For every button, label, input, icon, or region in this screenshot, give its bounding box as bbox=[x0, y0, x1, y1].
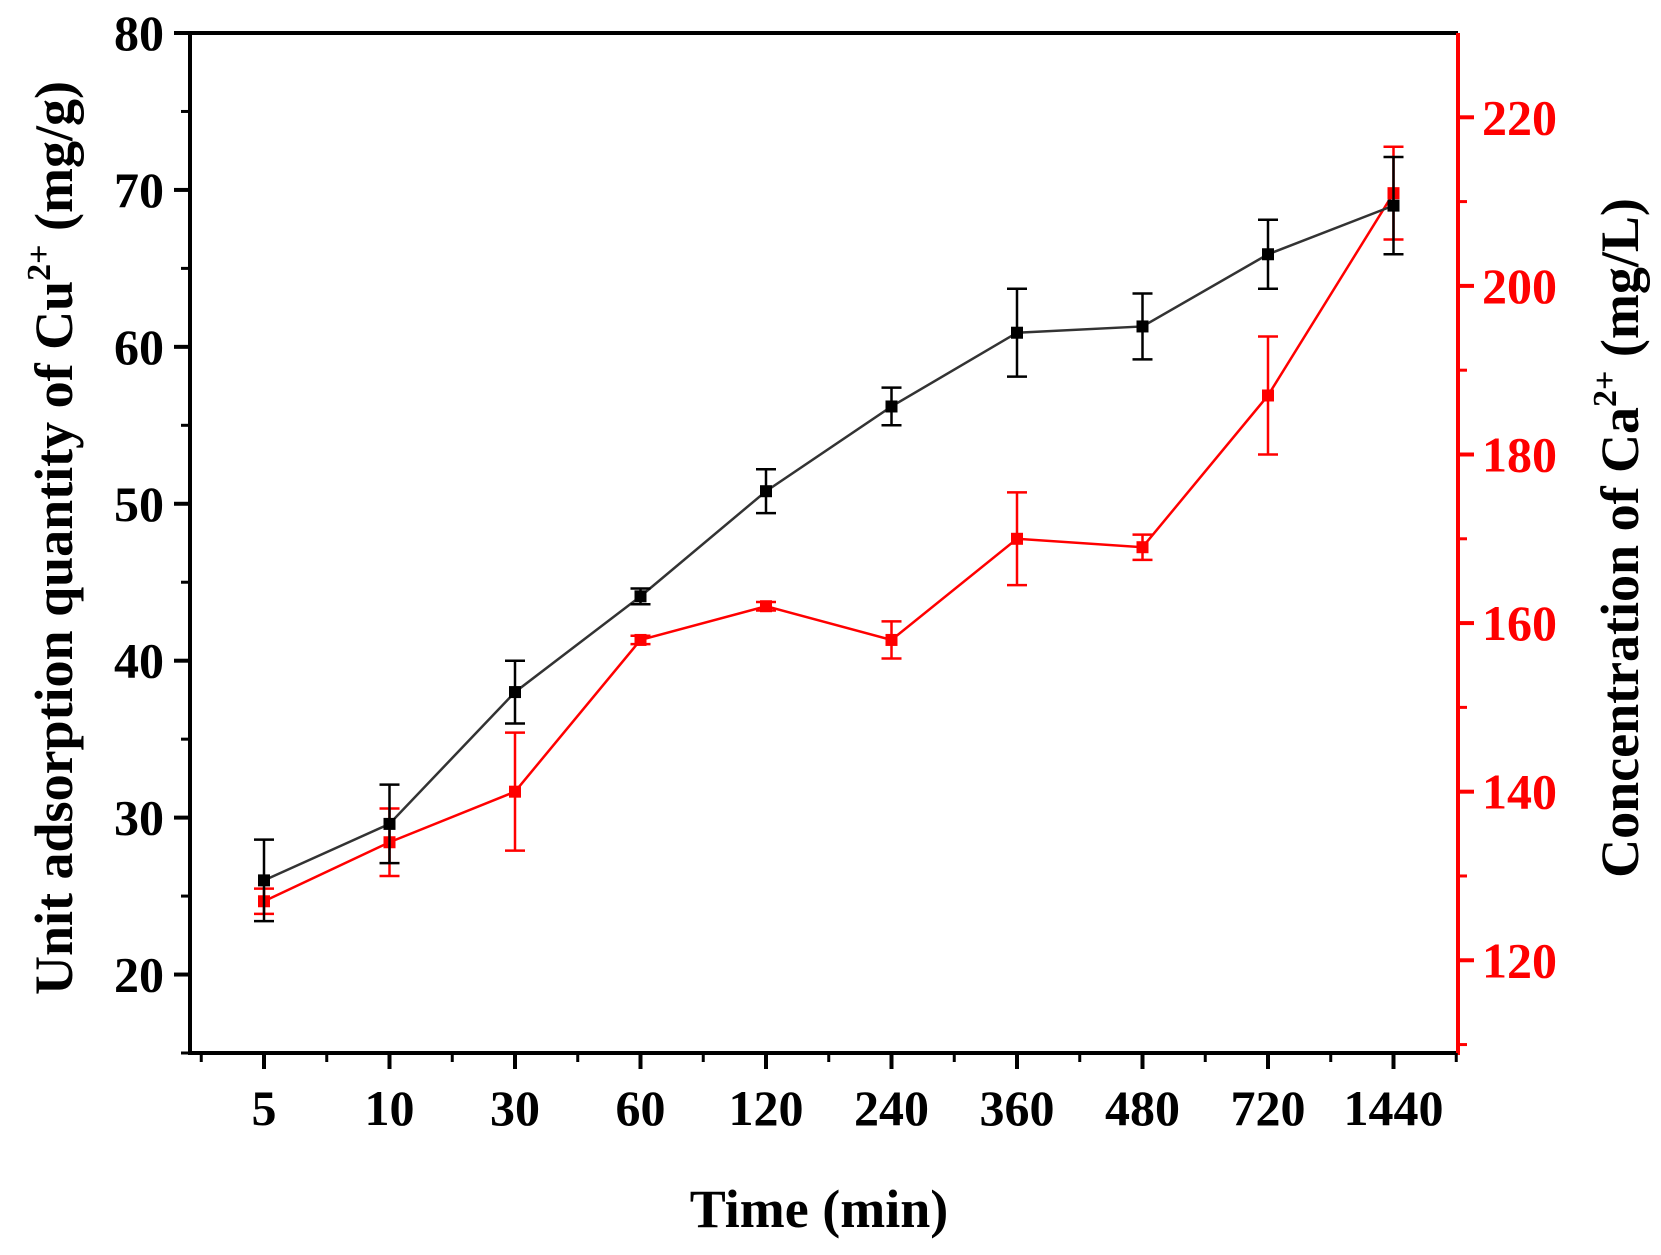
x-tick-label: 120 bbox=[729, 1080, 804, 1136]
x-tick-label: 10 bbox=[365, 1080, 415, 1136]
series-cu bbox=[254, 155, 1404, 923]
right-tick-label: 140 bbox=[1482, 764, 1557, 820]
right-axis-title-main: Concentration of Ca bbox=[1590, 407, 1650, 878]
data-point bbox=[760, 485, 772, 498]
data-point bbox=[634, 633, 647, 646]
data-point bbox=[509, 785, 521, 798]
x-tick-label: 360 bbox=[980, 1080, 1055, 1136]
series-line bbox=[263, 192, 1395, 903]
data-point bbox=[885, 633, 898, 646]
x-tick-label: 30 bbox=[490, 1080, 540, 1136]
right-tick-label: 180 bbox=[1482, 426, 1557, 482]
data-point bbox=[1387, 199, 1400, 212]
axes-layer: 20 30 40 50 60 70 80 120 140 160 180 200 220 5 10 30 60 1… bbox=[114, 5, 1557, 1136]
x-axis-title: Time (min) bbox=[690, 1179, 948, 1239]
data-point bbox=[1011, 326, 1023, 339]
left-axis-title: Unit adsorption quantity of Cu2+ (mg/g) bbox=[21, 81, 84, 995]
series-line bbox=[263, 204, 1394, 882]
left-tick-label: 80 bbox=[114, 5, 164, 61]
data-point bbox=[1136, 320, 1149, 333]
data-point bbox=[634, 590, 647, 603]
left-tick-label: 40 bbox=[114, 633, 164, 689]
left-tick-label: 70 bbox=[114, 162, 164, 218]
data-point bbox=[885, 400, 898, 413]
left-tick-label: 50 bbox=[114, 476, 164, 532]
x-tick-label: 240 bbox=[854, 1080, 929, 1136]
right-tick-label: 220 bbox=[1482, 89, 1557, 145]
data-point bbox=[760, 600, 772, 613]
data-point bbox=[1136, 541, 1149, 554]
x-tick-label: 720 bbox=[1231, 1080, 1306, 1136]
right-axis-title-unit: (mg/L) bbox=[1590, 198, 1650, 370]
series-ca bbox=[254, 145, 1404, 916]
right-axis-title: Concentration of Ca2+ (mg/L) bbox=[1587, 198, 1650, 878]
left-tick-label: 30 bbox=[114, 790, 164, 846]
right-tick-label: 160 bbox=[1482, 595, 1557, 651]
right-tick-label: 120 bbox=[1482, 932, 1557, 988]
data-point bbox=[383, 817, 396, 830]
left-tick-label: 60 bbox=[114, 319, 164, 375]
left-tick-label: 20 bbox=[114, 947, 164, 1003]
x-tick-label: 480 bbox=[1105, 1080, 1180, 1136]
left-axis-title-sup: 2+ bbox=[21, 244, 58, 280]
right-tick-label: 200 bbox=[1482, 258, 1557, 314]
data-point bbox=[1262, 389, 1274, 402]
x-tick-label: 1440 bbox=[1344, 1080, 1444, 1136]
x-tick-label: 60 bbox=[616, 1080, 666, 1136]
labels-layer: Time (min) Unit adsorption quantity of C… bbox=[21, 81, 1650, 1239]
x-tick-label: 5 bbox=[252, 1080, 277, 1136]
data-point bbox=[509, 686, 521, 699]
data-point bbox=[258, 874, 270, 887]
data-point bbox=[1011, 532, 1023, 545]
data-point bbox=[1262, 248, 1274, 261]
left-axis-title-unit: (mg/g) bbox=[24, 81, 84, 244]
left-axis-title-main: Unit adsorption quantity of Cu bbox=[24, 281, 84, 995]
plot-series-layer bbox=[254, 145, 1404, 923]
right-axis-title-sup: 2+ bbox=[1587, 371, 1624, 407]
